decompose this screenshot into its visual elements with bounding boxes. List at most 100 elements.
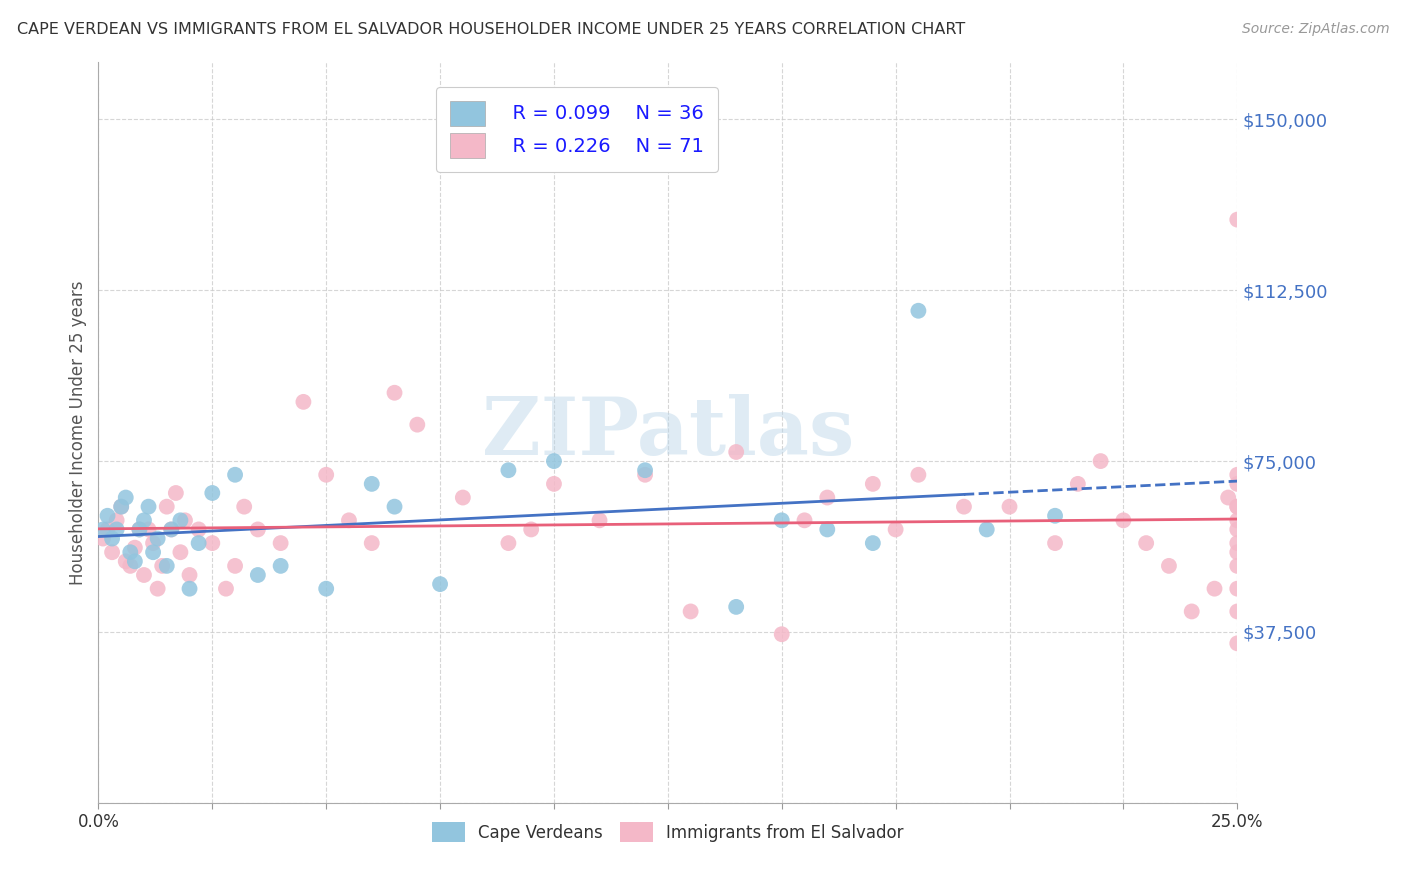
Point xyxy=(1226,212,1249,227)
Point xyxy=(725,445,748,459)
Point xyxy=(315,582,337,596)
Point xyxy=(169,513,191,527)
Point xyxy=(105,513,128,527)
Point xyxy=(101,545,124,559)
Point xyxy=(337,513,360,527)
Point xyxy=(360,536,382,550)
Point xyxy=(543,476,565,491)
Point xyxy=(169,545,191,559)
Point xyxy=(384,385,406,400)
Point xyxy=(1226,545,1249,559)
Point xyxy=(114,491,136,505)
Text: CAPE VERDEAN VS IMMIGRANTS FROM EL SALVADOR HOUSEHOLDER INCOME UNDER 25 YEARS CO: CAPE VERDEAN VS IMMIGRANTS FROM EL SALVA… xyxy=(17,22,965,37)
Point xyxy=(224,558,246,573)
Point xyxy=(156,500,179,514)
Point xyxy=(201,486,224,500)
Point xyxy=(96,523,118,537)
Point xyxy=(406,417,429,432)
Point xyxy=(815,523,838,537)
Point xyxy=(215,582,238,596)
Point xyxy=(384,500,406,514)
Point xyxy=(224,467,246,482)
Point xyxy=(1226,604,1249,618)
Point xyxy=(201,536,224,550)
Point xyxy=(179,568,201,582)
Point xyxy=(634,467,657,482)
Point xyxy=(634,463,657,477)
Point xyxy=(498,463,520,477)
Point xyxy=(1043,508,1066,523)
Point xyxy=(138,500,160,514)
Point xyxy=(1218,491,1240,505)
Point xyxy=(884,523,907,537)
Point xyxy=(588,513,610,527)
Point xyxy=(146,582,169,596)
Point xyxy=(1067,476,1090,491)
Point xyxy=(315,467,337,482)
Point xyxy=(725,599,748,614)
Point xyxy=(976,523,998,537)
Point xyxy=(128,523,150,537)
Point xyxy=(770,513,793,527)
Point xyxy=(132,513,155,527)
Point xyxy=(451,491,474,505)
Text: Source: ZipAtlas.com: Source: ZipAtlas.com xyxy=(1241,22,1389,37)
Point xyxy=(91,523,114,537)
Point xyxy=(142,545,165,559)
Point xyxy=(114,554,136,568)
Point xyxy=(1226,636,1249,650)
Point xyxy=(110,500,132,514)
Point xyxy=(110,500,132,514)
Point xyxy=(1226,582,1249,596)
Y-axis label: Householder Income Under 25 years: Householder Income Under 25 years xyxy=(69,280,87,585)
Point xyxy=(91,532,114,546)
Point xyxy=(1226,513,1249,527)
Point xyxy=(292,395,315,409)
Point xyxy=(120,558,142,573)
Point xyxy=(815,491,838,505)
Point xyxy=(101,532,124,546)
Point xyxy=(124,554,146,568)
Point xyxy=(1204,582,1226,596)
Point xyxy=(1112,513,1135,527)
Point xyxy=(1157,558,1180,573)
Point xyxy=(1226,558,1249,573)
Point xyxy=(907,467,929,482)
Point xyxy=(429,577,451,591)
Point xyxy=(953,500,976,514)
Point xyxy=(179,582,201,596)
Point xyxy=(1226,536,1249,550)
Point xyxy=(160,523,183,537)
Point xyxy=(187,523,209,537)
Point xyxy=(246,523,269,537)
Point xyxy=(132,568,155,582)
Point xyxy=(138,523,160,537)
Point xyxy=(165,486,187,500)
Point xyxy=(128,523,150,537)
Point xyxy=(142,536,165,550)
Point xyxy=(360,476,382,491)
Point xyxy=(120,545,142,559)
Point xyxy=(1135,536,1157,550)
Text: ZIPatlas: ZIPatlas xyxy=(482,393,853,472)
Point xyxy=(498,536,520,550)
Point xyxy=(1090,454,1112,468)
Point xyxy=(907,303,929,318)
Point xyxy=(96,508,118,523)
Point xyxy=(270,558,292,573)
Point xyxy=(770,627,793,641)
Point xyxy=(1043,536,1066,550)
Point xyxy=(679,604,702,618)
Point xyxy=(1226,476,1249,491)
Point xyxy=(124,541,146,555)
Legend: Cape Verdeans, Immigrants from El Salvador: Cape Verdeans, Immigrants from El Salvad… xyxy=(423,814,912,850)
Point xyxy=(270,536,292,550)
Point xyxy=(233,500,256,514)
Point xyxy=(187,536,209,550)
Point xyxy=(160,523,183,537)
Point xyxy=(1181,604,1204,618)
Point xyxy=(1226,500,1249,514)
Point xyxy=(246,568,269,582)
Point xyxy=(862,536,884,550)
Point xyxy=(150,558,173,573)
